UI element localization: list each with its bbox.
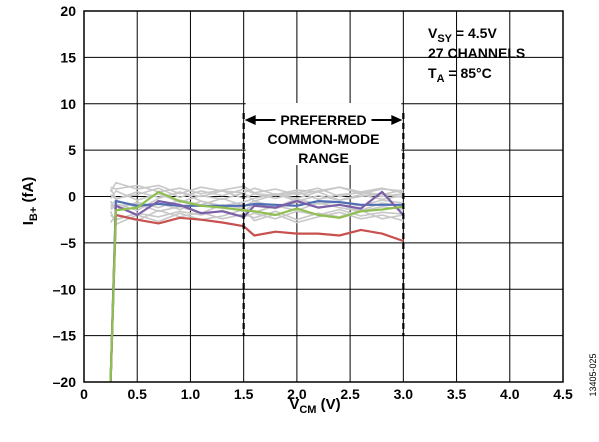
range-label-line: RANGE bbox=[298, 150, 349, 166]
temperature-label: TA = 85°C bbox=[428, 65, 492, 85]
range-label-line: COMMON-MODE bbox=[268, 131, 380, 147]
y-tick-label: 10 bbox=[60, 96, 76, 112]
x-tick-label: 4.5 bbox=[553, 386, 573, 402]
y-tick-label: 0 bbox=[68, 189, 76, 205]
y-tick-label: –5 bbox=[60, 235, 76, 251]
figure-number: 13405-025 bbox=[588, 353, 598, 396]
y-tick-label: 5 bbox=[68, 142, 76, 158]
y-tick-label: –10 bbox=[53, 281, 77, 297]
preferred-range-markers: PREFERRED COMMON-MODE RANGE bbox=[242, 103, 405, 336]
plot-frame bbox=[83, 10, 564, 383]
supply-voltage-label: VSY = 4.5V bbox=[428, 25, 497, 45]
range-label-background bbox=[245, 103, 402, 166]
y-axis-label: IB+ (fA) bbox=[20, 177, 40, 226]
conditions-annotation: VSY = 4.5V 27 CHANNELS TA = 85°C bbox=[428, 25, 525, 85]
x-tick-label: 0.5 bbox=[127, 386, 147, 402]
x-tick-label: 3.5 bbox=[447, 386, 467, 402]
x-tick-label: 4.0 bbox=[500, 386, 520, 402]
series-line-10 bbox=[109, 190, 404, 203]
x-tick-label: 1.5 bbox=[234, 386, 254, 402]
y-tick-label: –20 bbox=[53, 374, 77, 390]
arrowhead-left-icon bbox=[244, 115, 256, 126]
series-line-3 bbox=[109, 181, 404, 196]
channels-label: 27 CHANNELS bbox=[428, 45, 525, 61]
series-line-13 bbox=[109, 200, 404, 383]
x-tick-label: 0 bbox=[80, 386, 88, 402]
x-axis-label: VCM (V) bbox=[289, 396, 340, 416]
y-tick-label: 20 bbox=[60, 3, 76, 19]
series-line-14 bbox=[109, 213, 404, 383]
x-tick-label: 3.0 bbox=[394, 386, 414, 402]
y-tick-label: –15 bbox=[53, 328, 77, 344]
y-tick-label: 15 bbox=[60, 49, 76, 65]
data-series bbox=[109, 181, 405, 383]
series-line-16 bbox=[109, 190, 404, 383]
x-tick-label: 2.5 bbox=[340, 386, 360, 402]
y-tick-labels: –20 –15 –10 –5 0 5 10 15 20 bbox=[53, 3, 77, 390]
series-line-8 bbox=[110, 184, 404, 196]
x-tick-label: 2.0 bbox=[287, 386, 307, 402]
series-line-12 bbox=[109, 187, 404, 200]
range-label-line: PREFERRED bbox=[280, 112, 366, 128]
x-tick-label: 1.0 bbox=[181, 386, 201, 402]
arrowhead-right-icon bbox=[391, 115, 403, 126]
x-tick-labels: 0 0.5 1.0 1.5 2.0 2.5 3.0 3.5 4.0 4.5 bbox=[80, 386, 573, 402]
